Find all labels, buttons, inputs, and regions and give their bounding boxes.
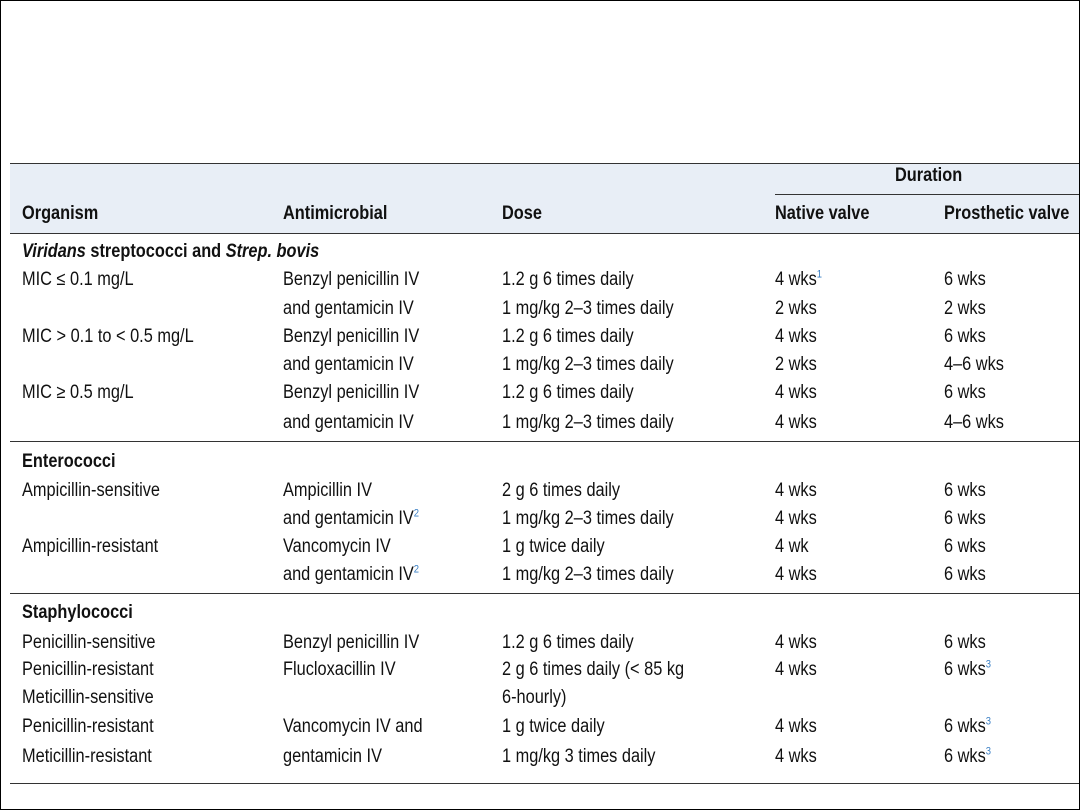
- s1r1-organism: MIC ≤ 0.1 mg/L: [22, 269, 134, 290]
- s2r1-organism: Ampicillin-sensitive: [22, 480, 161, 501]
- footnote-2-ref: 2: [413, 563, 420, 576]
- s3r2-antimicrobial: Flucloxacillin IV: [283, 659, 396, 680]
- footnote-3-ref: 3: [985, 715, 992, 728]
- antimicrobial-header: Antimicrobial: [283, 203, 388, 224]
- s1r6-antimicrobial: and gentamicin IV: [283, 412, 414, 433]
- s1r1-native: 4 wks1: [775, 269, 822, 291]
- dose-header: Dose: [502, 203, 542, 224]
- footnote-1-ref: 1: [816, 268, 823, 281]
- s3r4-prosthetic-text: 6 wks: [944, 716, 986, 737]
- s1r2-dose: 1 mg/kg 2–3 times daily: [502, 298, 674, 319]
- organism-header: Organism: [22, 203, 99, 224]
- s2r1-dose: 2 g 6 times daily: [502, 480, 621, 501]
- s2r4-native: 4 wks: [775, 564, 817, 585]
- s3r5-native: 4 wks: [775, 746, 817, 767]
- s3r2-organism: Penicillin-resistant: [22, 659, 154, 680]
- footnote-3-ref: 3: [985, 658, 992, 671]
- s2r1-prosthetic: 6 wks: [944, 480, 986, 501]
- s3r4-dose: 1 g twice daily: [502, 716, 605, 737]
- s3r1-antimicrobial: Benzyl penicillin IV: [283, 632, 420, 653]
- footnote-2-ref: 2: [413, 507, 420, 520]
- s1r1-dose: 1.2 g 6 times daily: [502, 269, 634, 290]
- s2r4-prosthetic: 6 wks: [944, 564, 986, 585]
- s1r3-organism: MIC > 0.1 to < 0.5 mg/L: [22, 326, 194, 347]
- section1-title-mid: streptococci and: [85, 241, 226, 262]
- s1r2-prosthetic: 2 wks: [944, 298, 986, 319]
- s3r1-dose: 1.2 g 6 times daily: [502, 632, 634, 653]
- s3r3-organism: Meticillin-sensitive: [22, 687, 154, 708]
- s1r4-dose: 1 mg/kg 2–3 times daily: [502, 354, 674, 375]
- s1r5-antimicrobial: Benzyl penicillin IV: [283, 382, 420, 403]
- s1r5-native: 4 wks: [775, 382, 817, 403]
- s3r4-antimicrobial: Vancomycin IV and: [283, 716, 423, 737]
- s3r4-organism: Penicillin-resistant: [22, 716, 154, 737]
- s1r6-prosthetic: 4–6 wks: [944, 412, 1004, 433]
- section1-title: Viridans streptococci and Strep. bovis: [22, 241, 319, 263]
- s2r4-dose: 1 mg/kg 2–3 times daily: [502, 564, 674, 585]
- s3r2-prosthetic: 6 wks3: [944, 659, 991, 681]
- s1r1-prosthetic: 6 wks: [944, 269, 986, 290]
- s2r3-prosthetic: 6 wks: [944, 536, 986, 557]
- s3r4-native: 4 wks: [775, 716, 817, 737]
- duration-rule: [775, 194, 1079, 195]
- prosthetic-valve-header: Prosthetic valve: [944, 203, 1070, 224]
- native-valve-header: Native valve: [775, 203, 870, 224]
- s1r6-dose: 1 mg/kg 2–3 times daily: [502, 412, 674, 433]
- s1r4-native: 2 wks: [775, 354, 817, 375]
- s1r3-antimicrobial: Benzyl penicillin IV: [283, 326, 420, 347]
- s1r4-prosthetic: 4–6 wks: [944, 354, 1004, 375]
- section3-title: Staphylococci: [22, 602, 133, 623]
- s2r3-antimicrobial: Vancomycin IV: [283, 536, 391, 557]
- s2r3-native: 4 wk: [775, 536, 809, 557]
- s3r3-dose: 6-hourly): [502, 687, 567, 708]
- s2r3-organism: Ampicillin-resistant: [22, 536, 159, 557]
- s2r4-antimicrobial: and gentamicin IV2: [283, 564, 419, 586]
- duration-header: Duration: [895, 165, 963, 186]
- s3r2-dose: 2 g 6 times daily (< 85 kg: [502, 659, 685, 680]
- s3r5-antimicrobial: gentamicin IV: [283, 746, 383, 767]
- s2r4-antimicrobial-text: and gentamicin IV: [283, 564, 414, 585]
- s3r5-organism: Meticillin-resistant: [22, 746, 152, 767]
- s1r4-antimicrobial: and gentamicin IV: [283, 354, 414, 375]
- s1r3-dose: 1.2 g 6 times daily: [502, 326, 634, 347]
- s1r6-native: 4 wks: [775, 412, 817, 433]
- s1r2-antimicrobial: and gentamicin IV: [283, 298, 414, 319]
- table-header-band: [10, 163, 1079, 234]
- s2r2-prosthetic: 6 wks: [944, 508, 986, 529]
- s1r3-native: 4 wks: [775, 326, 817, 347]
- section2-bottom-rule: [10, 593, 1079, 594]
- s3r1-native: 4 wks: [775, 632, 817, 653]
- s2r2-dose: 1 mg/kg 2–3 times daily: [502, 508, 674, 529]
- table-top-rule: [10, 163, 1079, 164]
- s1r3-prosthetic: 6 wks: [944, 326, 986, 347]
- s3r1-prosthetic: 6 wks: [944, 632, 986, 653]
- s2r2-native: 4 wks: [775, 508, 817, 529]
- section1-bottom-rule: [10, 441, 1079, 442]
- s3r5-dose: 1 mg/kg 3 times daily: [502, 746, 656, 767]
- s1r5-dose: 1.2 g 6 times daily: [502, 382, 634, 403]
- s2r1-antimicrobial: Ampicillin IV: [283, 480, 372, 501]
- header-bottom-rule: [10, 233, 1079, 234]
- s3r5-prosthetic: 6 wks3: [944, 746, 991, 768]
- s3r1-organism: Penicillin-sensitive: [22, 632, 156, 653]
- s1r5-prosthetic: 6 wks: [944, 382, 986, 403]
- s2r2-antimicrobial: and gentamicin IV2: [283, 508, 419, 530]
- s3r5-prosthetic-text: 6 wks: [944, 746, 986, 767]
- section1-title-italic2: Strep. bovis: [225, 241, 320, 262]
- s2r1-native: 4 wks: [775, 480, 817, 501]
- s1r1-native-text: 4 wks: [775, 269, 817, 290]
- footnote-3-ref: 3: [985, 745, 992, 758]
- s3r2-native: 4 wks: [775, 659, 817, 680]
- section1-title-italic1: Viridans: [22, 241, 86, 262]
- table-bottom-rule: [10, 783, 1079, 784]
- s1r2-native: 2 wks: [775, 298, 817, 319]
- s2r3-dose: 1 g twice daily: [502, 536, 605, 557]
- s2r2-antimicrobial-text: and gentamicin IV: [283, 508, 414, 529]
- s1r5-organism: MIC ≥ 0.5 mg/L: [22, 382, 134, 403]
- section2-title: Enterococci: [22, 451, 116, 472]
- s1r1-antimicrobial: Benzyl penicillin IV: [283, 269, 420, 290]
- s3r2-prosthetic-text: 6 wks: [944, 659, 986, 680]
- s3r4-prosthetic: 6 wks3: [944, 716, 991, 738]
